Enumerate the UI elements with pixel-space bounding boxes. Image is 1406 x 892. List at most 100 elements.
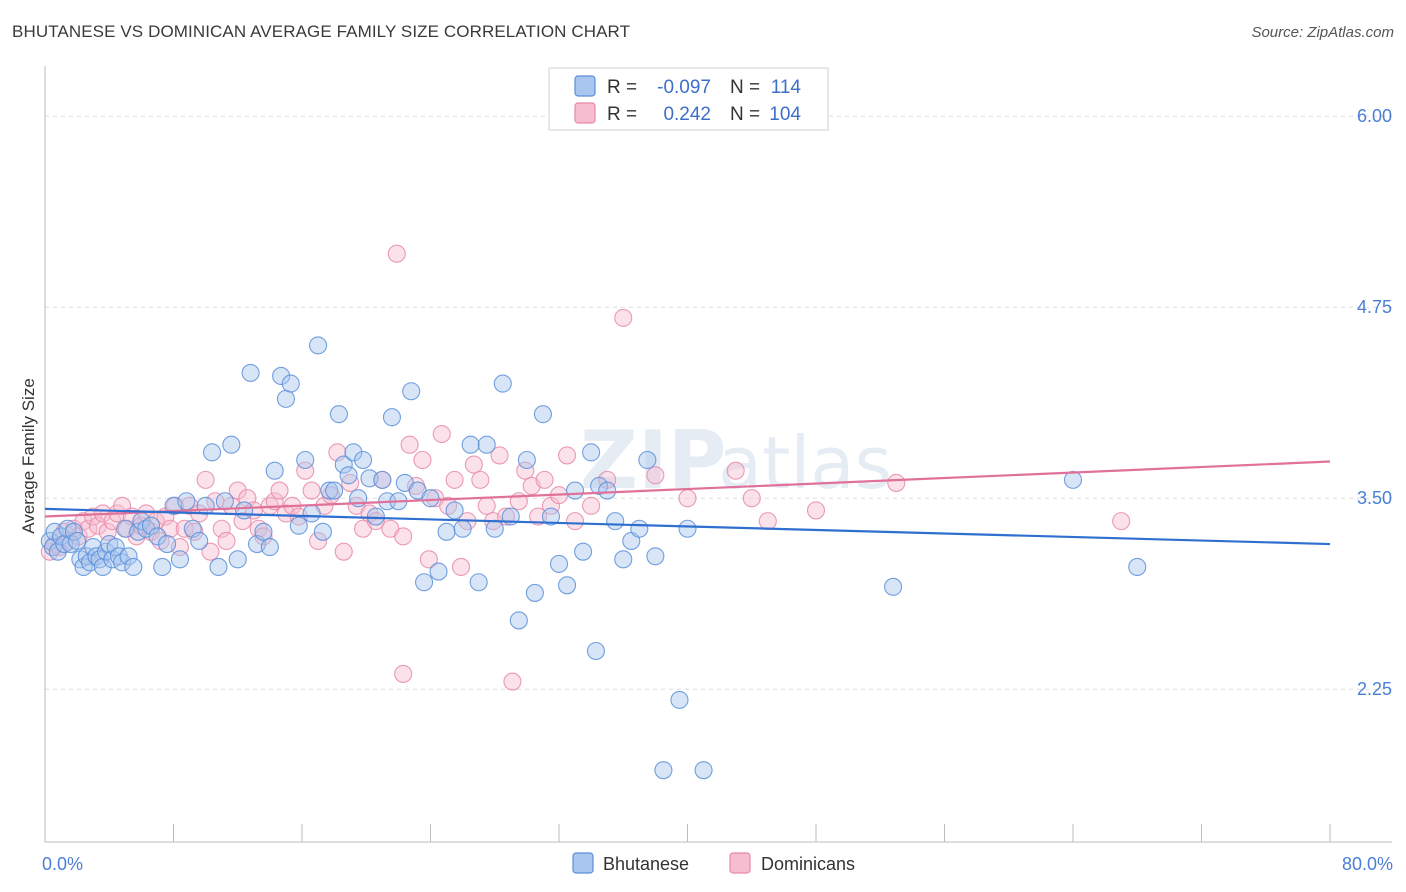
bhutanese-point-76 xyxy=(415,573,434,592)
bhutanese-point-45 xyxy=(235,501,254,520)
bhutanese-point-78 xyxy=(429,562,448,581)
dominicans-point-92 xyxy=(582,496,601,515)
bhutanese-point-97 xyxy=(582,443,601,462)
dominicans-trend-line xyxy=(44,460,1331,518)
bhutanese-point-55 xyxy=(296,450,315,470)
bhutanese-point-44 xyxy=(228,550,247,569)
bhutanese-point-86 xyxy=(493,374,512,393)
dominicans-point-90 xyxy=(557,446,577,465)
bhutanese-points xyxy=(40,336,1147,780)
dominicans-point-101 xyxy=(887,473,906,492)
bhutanese-point-109 xyxy=(694,761,713,780)
bhutanese-point-46 xyxy=(241,363,260,382)
watermark-atlas: atlas xyxy=(718,421,892,505)
bhutanese-point-95 xyxy=(566,481,585,500)
bhutanese-point-11 xyxy=(74,557,93,577)
bottom-legend-swatch-dominicans xyxy=(729,852,751,874)
bhutanese-point-9 xyxy=(68,531,87,551)
grid-lines xyxy=(45,115,1392,690)
dominicans-point-76 xyxy=(464,455,483,474)
bhutanese-point-48 xyxy=(254,522,273,541)
bottom-legend-label-bhutanese: Bhutanese xyxy=(603,854,689,874)
dominicans-point-64 xyxy=(387,244,406,263)
bhutanese-point-39 xyxy=(196,496,215,515)
tick-labels: 2.25 3.50 4.75 6.00 0.0% 80.0% xyxy=(42,106,1393,874)
dominicans-point-94 xyxy=(614,308,633,327)
bottom-legend-label-dominicans: Dominicans xyxy=(761,854,855,874)
bhutanese-point-54 xyxy=(289,516,308,535)
bhutanese-point-62 xyxy=(334,455,353,474)
legend-r-label-1: R = xyxy=(607,77,637,98)
dominicans-point-86 xyxy=(529,507,548,526)
legend-r-label-2: R = xyxy=(607,104,637,125)
bhutanese-point-77 xyxy=(421,489,440,508)
trend-lines xyxy=(44,460,1331,546)
bhutanese-point-69 xyxy=(373,470,392,489)
bhutanese-point-38 xyxy=(190,531,209,551)
legend-n-value-2: 104 xyxy=(769,104,801,125)
bhutanese-point-105 xyxy=(646,547,665,566)
dominicans-point-72 xyxy=(439,496,458,515)
bhutanese-point-35 xyxy=(170,550,189,569)
bhutanese-point-112 xyxy=(1128,557,1147,577)
bhutanese-point-89 xyxy=(517,450,536,470)
dominicans-point-33 xyxy=(201,542,220,561)
dominicans-point-97 xyxy=(726,461,745,480)
bhutanese-point-99 xyxy=(598,481,617,500)
bhutanese-point-33 xyxy=(158,534,177,554)
dominicans-point-38 xyxy=(228,481,247,500)
bhutanese-point-68 xyxy=(366,507,385,526)
x-tick-label-0: 0.0% xyxy=(42,854,83,874)
y-tick-label-1: 3.50 xyxy=(1357,488,1392,508)
bhutanese-point-43 xyxy=(222,435,241,454)
bhutanese-point-52 xyxy=(276,389,295,408)
dominicans-point-102 xyxy=(1112,512,1131,531)
bhutanese-point-36 xyxy=(177,492,196,511)
dominicans-point-91 xyxy=(566,512,585,531)
bhutanese-point-25 xyxy=(119,547,138,566)
bhutanese-point-81 xyxy=(453,519,472,538)
dominicans-point-9 xyxy=(84,507,103,526)
bhutanese-point-30 xyxy=(141,516,161,535)
dominicans-point-87 xyxy=(535,470,554,489)
dominicans-point-82 xyxy=(503,672,522,691)
dominicans-point-36 xyxy=(217,531,236,551)
bhutanese-point-66 xyxy=(353,450,373,470)
dominicans-point-66 xyxy=(400,435,419,454)
bottom-legend-swatch-bhutanese xyxy=(572,852,594,874)
bhutanese-point-111 xyxy=(1063,470,1083,489)
dominicans-point-46 xyxy=(270,481,289,500)
bhutanese-point-40 xyxy=(203,443,222,462)
bhutanese-point-107 xyxy=(670,690,689,709)
bhutanese-point-42 xyxy=(215,492,234,511)
bhutanese-point-91 xyxy=(533,405,552,424)
dominicans-point-30 xyxy=(185,522,204,541)
dominicans-point-57 xyxy=(341,473,360,492)
bhutanese-point-101 xyxy=(614,550,633,569)
bhutanese-point-59 xyxy=(320,481,339,500)
dominicans-point-78 xyxy=(477,496,496,515)
bhutanese-point-74 xyxy=(402,382,421,401)
dominicans-point-95 xyxy=(646,466,665,485)
chart-source: Source: ZipAtlas.com xyxy=(1251,24,1394,41)
bhutanese-point-17 xyxy=(93,557,112,577)
legend: R = -0.097 N = 114 R = 0.242 N = 104 xyxy=(548,67,829,131)
dominicans-point-80 xyxy=(490,446,509,465)
axes xyxy=(44,66,1392,843)
bottom-legend: Bhutanese Dominicans xyxy=(572,852,855,874)
bhutanese-point-108 xyxy=(678,519,697,538)
bhutanese-point-92 xyxy=(541,507,561,526)
dominicans-point-68 xyxy=(413,450,432,470)
legend-r-value-2: 0.242 xyxy=(663,104,711,125)
y-tick-label-3: 6.00 xyxy=(1357,106,1392,126)
bhutanese-point-60 xyxy=(325,481,344,500)
bhutanese-point-26 xyxy=(124,557,143,577)
x-tick-label-1: 80.0% xyxy=(1342,854,1393,874)
bhutanese-point-58 xyxy=(313,522,332,541)
bhutanese-point-64 xyxy=(344,443,363,462)
bhutanese-point-57 xyxy=(309,336,328,355)
bhutanese-point-71 xyxy=(382,408,402,427)
dominicans-point-77 xyxy=(471,470,490,489)
bhutanese-point-50 xyxy=(265,461,284,480)
bhutanese-point-104 xyxy=(638,450,657,470)
